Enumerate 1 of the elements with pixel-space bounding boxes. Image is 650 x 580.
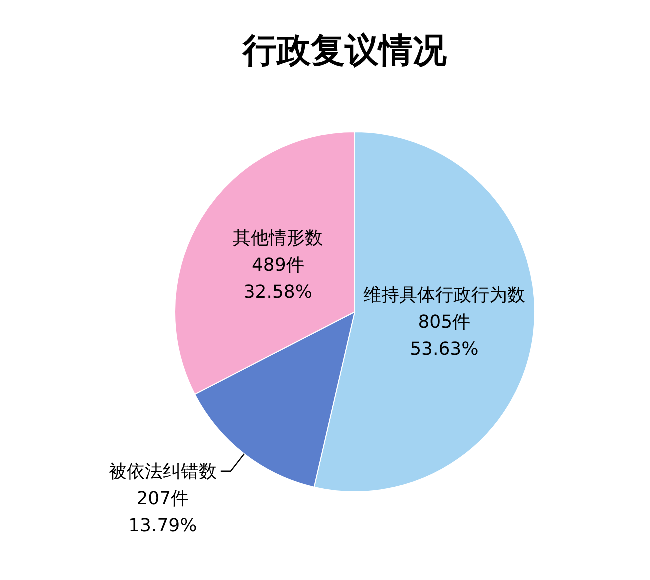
- title: 行政复议情况: [243, 31, 447, 71]
